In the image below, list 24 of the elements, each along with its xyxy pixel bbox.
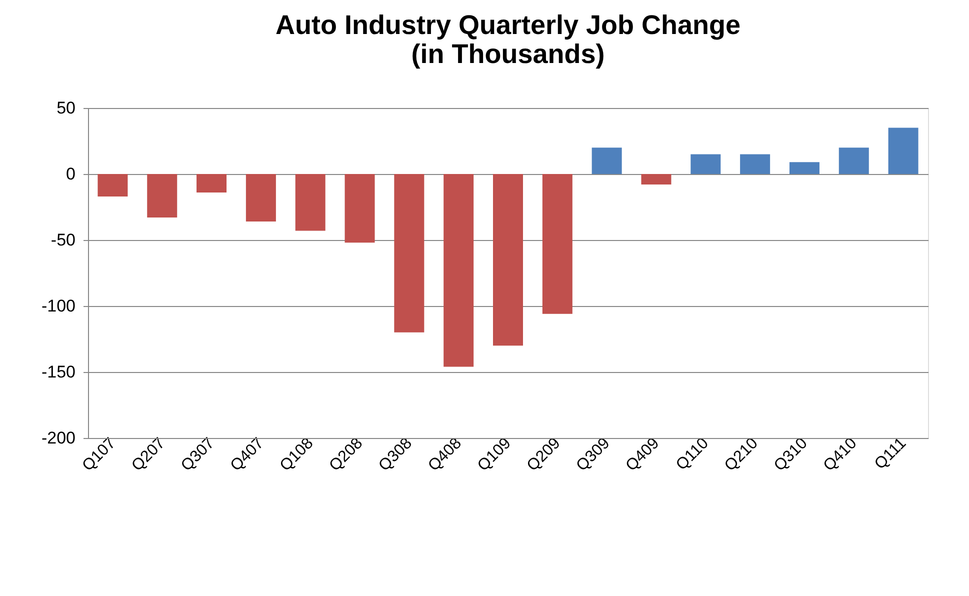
bar (444, 174, 474, 367)
bar (394, 174, 424, 332)
bar (592, 148, 622, 174)
chart-title: Auto Industry Quarterly Job Change (in Thousands) (275, 10, 741, 69)
bar (98, 174, 128, 196)
y-tick-label: 0 (66, 164, 76, 184)
y-tick-label: -50 (50, 230, 76, 250)
bar (641, 174, 672, 185)
bar (246, 174, 276, 222)
bar (690, 154, 721, 174)
bar (838, 148, 869, 174)
bar (344, 174, 375, 243)
y-tick-label: -150 (41, 362, 76, 382)
bar (740, 154, 770, 174)
y-tick-label: 50 (56, 98, 76, 118)
bar (542, 174, 572, 314)
bar (888, 128, 918, 174)
bar (147, 174, 178, 218)
bar (493, 174, 523, 346)
bar (196, 174, 227, 192)
bar (789, 162, 820, 174)
y-tick-label: -200 (41, 428, 76, 448)
bar (295, 174, 326, 231)
y-tick-label: -100 (41, 296, 76, 316)
